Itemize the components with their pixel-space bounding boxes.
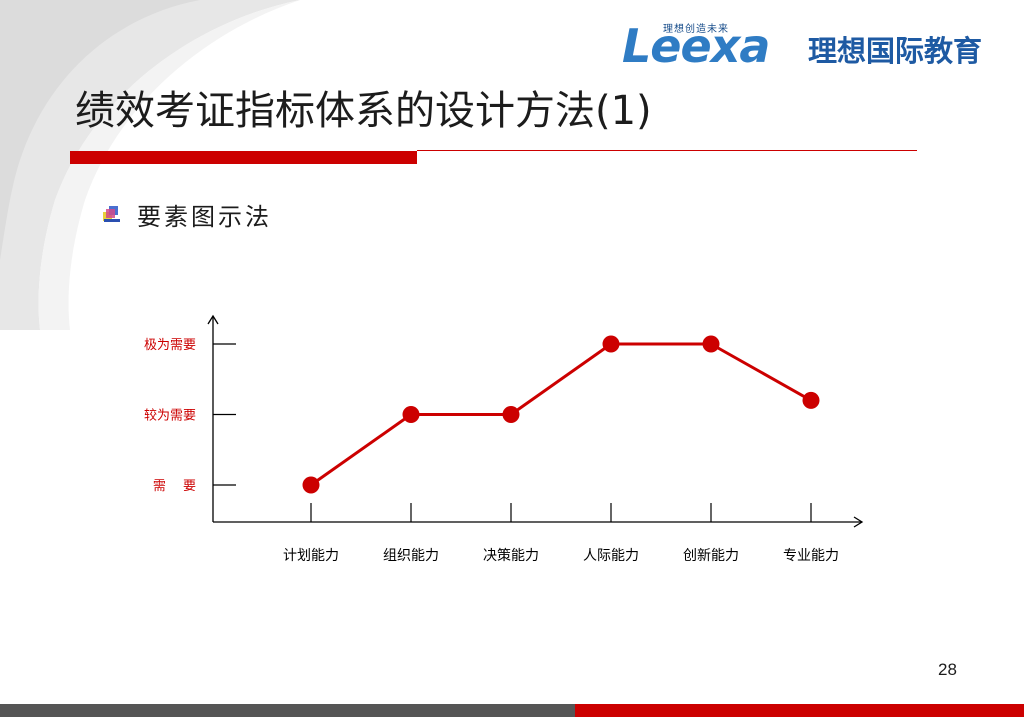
x-tick-label: 计划能力 bbox=[283, 548, 339, 564]
y-axis-arrow-icon bbox=[207, 314, 219, 325]
chart-series-line bbox=[310, 342, 812, 487]
background-swoosh-decoration bbox=[0, 0, 301, 330]
x-tick-label: 组织能力 bbox=[383, 548, 439, 564]
data-point bbox=[602, 335, 620, 353]
data-point bbox=[802, 391, 820, 409]
x-tick-label: 决策能力 bbox=[483, 547, 539, 564]
logo-company-name: 理想国际教育 bbox=[808, 34, 983, 68]
y-tick-label: 极为需要 bbox=[144, 338, 196, 353]
data-point bbox=[302, 476, 320, 494]
series-line bbox=[310, 342, 812, 487]
x-axis-arrow-icon bbox=[853, 516, 864, 528]
data-point bbox=[502, 406, 520, 423]
x-tick-label: 专业能力 bbox=[783, 548, 839, 564]
data-point bbox=[702, 335, 720, 353]
chart-axes bbox=[207, 314, 864, 528]
x-tick-label: 创新能力 bbox=[683, 548, 739, 564]
footer-bar-red bbox=[575, 704, 1024, 717]
logo-tagline: 理想创造未来 bbox=[663, 24, 729, 35]
slide-title: 绩效考证指标体系的设计方法(1) bbox=[75, 88, 652, 134]
y-tick-label: 需 要 bbox=[153, 479, 196, 494]
square-bullet-icon bbox=[103, 206, 120, 222]
chart-points bbox=[302, 335, 820, 494]
slide-subtitle: 要素图示法 bbox=[137, 203, 272, 231]
logo-wordmark: Leexa bbox=[622, 19, 770, 73]
chart-x-labels: 计划能力 组织能力 决策能力 人际能力 创新能力 专业能力 bbox=[283, 503, 839, 564]
x-tick-label: 人际能力 bbox=[583, 548, 639, 564]
title-underline-thick bbox=[70, 151, 417, 164]
footer-bar-gray bbox=[0, 704, 575, 717]
title-underline-thin bbox=[417, 150, 917, 151]
chart-y-labels: 需 要 较为需要 极为需要 bbox=[144, 338, 236, 494]
data-point bbox=[402, 406, 420, 423]
y-tick-label: 较为需要 bbox=[144, 409, 196, 424]
page-number: 28 bbox=[938, 660, 957, 679]
brand-logo: 理想创造未来 Leexa 理想国际教育 bbox=[622, 14, 1022, 74]
